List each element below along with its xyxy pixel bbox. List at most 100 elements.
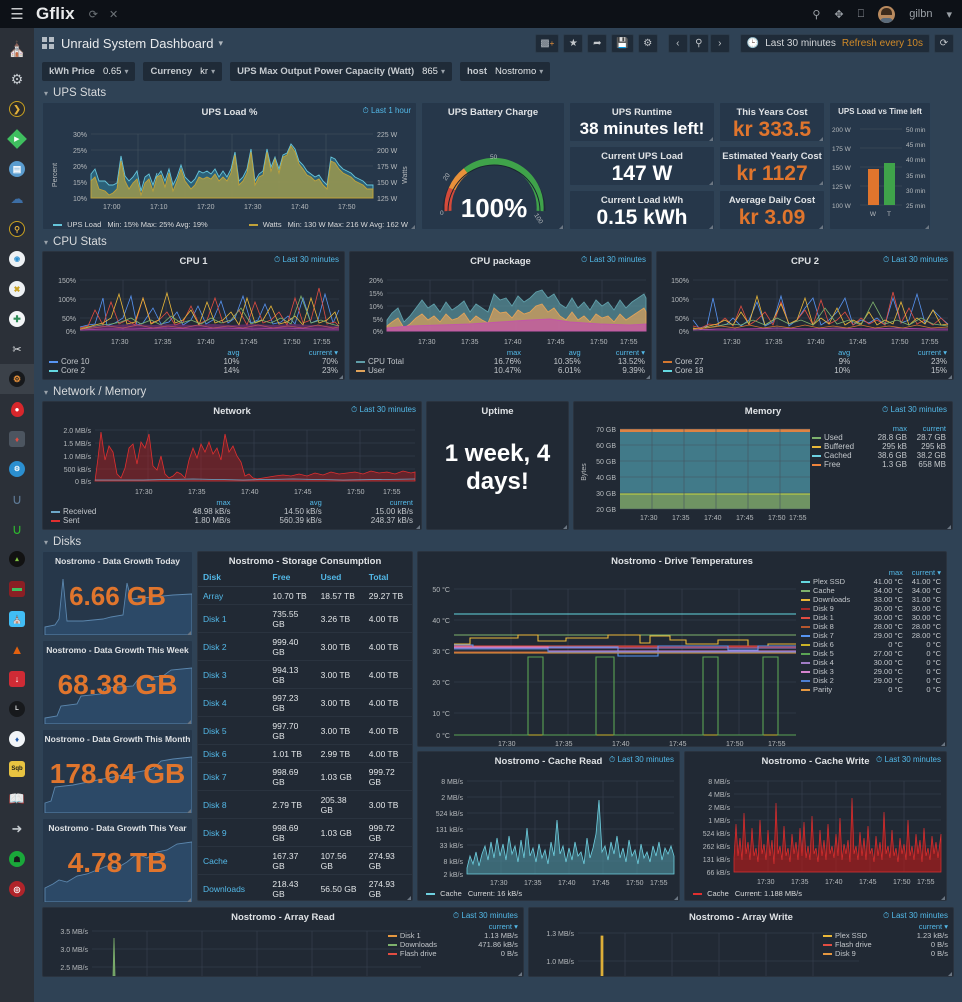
resize-handle[interactable] [947,525,951,529]
zoom-out-button[interactable]: ⚲ [688,33,709,53]
column-header[interactable]: Total [363,568,412,587]
sidebar-item-github[interactable]: ☗ [0,844,34,874]
sidebar-item-gitlab[interactable]: ▲ [0,634,34,664]
resize-handle[interactable] [709,225,713,229]
user-name[interactable]: gilbn [909,8,933,20]
close-icon[interactable]: ✕ [109,8,119,21]
column-header[interactable]: Free [267,568,316,587]
resize-handle[interactable] [709,181,713,185]
panel-array-write[interactable]: Nostromo - Array Write ⏱ Last 30 minutes… [527,907,954,977]
sidebar-item-security[interactable]: ● [0,394,34,424]
panel-average-daily-cost[interactable]: Average Daily Cost kr 3.09 [719,190,825,230]
legend-item[interactable]: Disk 2 29.00 °C 0 °C [801,676,941,685]
table-row[interactable]: Disk 3 994.13 GB 3.00 TB 4.00 TB [198,660,412,689]
sidebar-item-sqb[interactable]: Sqb [0,754,34,784]
shuffle-icon[interactable]: ✥ [834,8,844,21]
legend-item[interactable]: Disk 6 0 °C 0 °C [801,640,941,649]
search-icon[interactable]: ⚲ [812,8,821,21]
resize-handle[interactable] [559,225,563,229]
legend-item[interactable]: Cache Current: 16 kB/s [418,888,679,898]
star-button[interactable]: ★ [563,33,584,53]
panel-cpu-package[interactable]: CPU package ⏱ Last 30 minutes 20% 15% 10… [349,251,652,380]
sidebar-item-cloud[interactable]: ☁ [0,184,34,214]
panel-cpu-2[interactable]: CPU 2 ⏱ Last 30 minutes 150% 100% 50% 0% [656,251,954,380]
sidebar-item-logout[interactable]: ➜ [0,814,34,844]
sidebar-item-lifebuoy-two[interactable]: ✖ [0,274,34,304]
sidebar-item-redis[interactable]: ◎ [0,874,34,904]
sidebar-item-magnet-green[interactable]: ∪ [0,514,34,544]
legend-item[interactable]: Disk 1 1.13 MB/s [387,931,518,940]
save-button[interactable]: 💾 [611,33,634,53]
sidebar-item-search[interactable]: ⚲ [0,214,34,244]
sidebar-item-lazy[interactable]: L [0,694,34,724]
legend-item[interactable]: Disk 9 30.00 °C 30.00 °C [801,604,941,613]
chevron-down-icon[interactable]: ▾ [218,37,223,48]
sidebar-item-settings[interactable]: ⚙ [0,64,34,94]
resize-handle[interactable] [948,972,952,976]
panel-cache-write[interactable]: Nostromo - Cache Write ⏱ Last 30 minutes… [684,751,947,901]
panel-cpu-1[interactable]: CPU 1 ⏱ Last 30 minutes 150% 100% 50% 0% [42,251,345,380]
resize-handle[interactable] [948,375,952,379]
refresh-icon[interactable]: ⟳ [88,8,99,21]
panel-estimated-yearly-cost[interactable]: Estimated Yearly Cost kr 1127 [719,146,825,186]
legend-item[interactable]: Downloads 471.86 kB/s [387,940,518,949]
legend-item[interactable]: Disk 7 29.00 °C 28.00 °C [801,631,941,640]
resize-handle[interactable] [187,809,191,813]
legend-item[interactable]: Received 48.98 kB/s 14.50 kB/s 15.00 kB/… [51,507,413,516]
sidebar-item-radarr[interactable]: ▶ [0,124,34,154]
resize-handle[interactable] [941,742,945,746]
table-row[interactable]: Downloads 218.43 GB 56.50 GB 274.93 GB [198,874,412,900]
legend-item[interactable]: Plex SSD 41.00 °C 41.00 °C [801,577,941,586]
sidebar-item-grafana-settings[interactable]: ⚙ [0,364,34,394]
legend-item[interactable]: Watts Min: 130 W Max: 216 W Avg: 162 W [248,220,408,229]
legend-item[interactable]: UPS Load Min: 15% Max: 25% Avg: 19% [53,220,208,229]
avatar[interactable] [878,5,896,23]
sidebar-item-globe[interactable]: ✚ [0,304,34,334]
sidebar-item-book[interactable]: 📖 [0,784,34,814]
dashboard-settings-button[interactable]: ⚙ [637,33,658,53]
resize-handle[interactable] [941,896,945,900]
panel-storage-consumption[interactable]: Nostromo - Storage Consumption Disk Free… [197,551,413,901]
sidebar-item-home[interactable]: ⛪ [0,34,34,64]
sidebar-item-nzb[interactable]: ▴ [0,544,34,574]
resize-handle[interactable] [411,225,415,229]
legend-item[interactable]: Disk 4 30.00 °C 0 °C [801,658,941,667]
resize-handle[interactable] [709,137,713,141]
variable-host[interactable]: host Nostromo ▾ [459,62,551,81]
sidebar-item-tools[interactable]: ✂ [0,334,34,364]
table-row[interactable]: Disk 7 998.69 GB 1.03 GB 999.72 GB [198,762,412,791]
time-prev-button[interactable]: ‹ [667,33,688,53]
legend-item[interactable]: Sent 1.80 MB/s 560.39 kB/s 248.37 kB/s [51,516,413,525]
legend-item[interactable]: Core 27 9% 23% [663,357,947,366]
table-row[interactable]: Disk 2 999.40 GB 3.00 TB 4.00 TB [198,632,412,661]
legend-item[interactable]: Free 1.3 GB 658 MB [812,460,946,469]
legend-item[interactable]: Cache 34.00 °C 34.00 °C [801,586,941,595]
resize-handle[interactable] [819,181,823,185]
panel-growth-today[interactable]: Nostromo - Data Growth Today 6.66 GB [42,551,193,636]
table-row[interactable]: Array 10.70 TB 18.57 TB 29.27 TB [198,586,412,605]
variable-currency[interactable]: Currency kr ▾ [143,62,223,81]
panel-ups-load[interactable]: UPS Load % ⏱ Last 1 hour 30% 25% 20% 15%… [42,102,417,230]
resize-handle[interactable] [674,896,678,900]
table-row[interactable]: Disk 4 997.23 GB 3.00 TB 4.00 TB [198,688,412,717]
legend-item[interactable]: Parity 0 °C 0 °C [801,685,941,694]
resize-handle[interactable] [187,720,191,724]
legend-item[interactable]: Used 28.8 GB 28.7 GB [812,433,946,442]
table-row[interactable]: Disk 8 2.79 TB 205.38 GB 3.00 TB [198,790,412,819]
legend-item[interactable]: Plex SSD 1.23 kB/s [823,931,948,940]
chevron-down-icon[interactable]: ▾ [946,8,952,21]
legend-item[interactable]: Core 10 10% 70% [49,357,338,366]
menu-icon[interactable]: ☰ [10,6,24,23]
legend-item[interactable]: Downloads 33.00 °C 31.00 °C [801,595,941,604]
time-next-button[interactable]: › [709,33,730,53]
legend-item[interactable]: Disk 3 29.00 °C 0 °C [801,667,941,676]
sidebar-item-drop[interactable]: ♦ [0,724,34,754]
copy-icon[interactable]: ⎕ [857,7,865,20]
panel-drive-temperatures[interactable]: Nostromo - Drive Temperatures 50 °C 40 °… [417,551,947,747]
table-row[interactable]: Disk 9 998.69 GB 1.03 GB 999.72 GB [198,818,412,847]
panel-growth-month[interactable]: Nostromo - Data Growth This Month 178.64… [42,729,193,814]
variable-kwh-price[interactable]: kWh Price 0.65 ▾ [42,62,136,81]
resize-handle[interactable] [416,525,420,529]
legend-item[interactable]: CPU Total 16.76% 10.35% 13.52% [356,357,645,366]
resize-handle[interactable] [646,375,650,379]
